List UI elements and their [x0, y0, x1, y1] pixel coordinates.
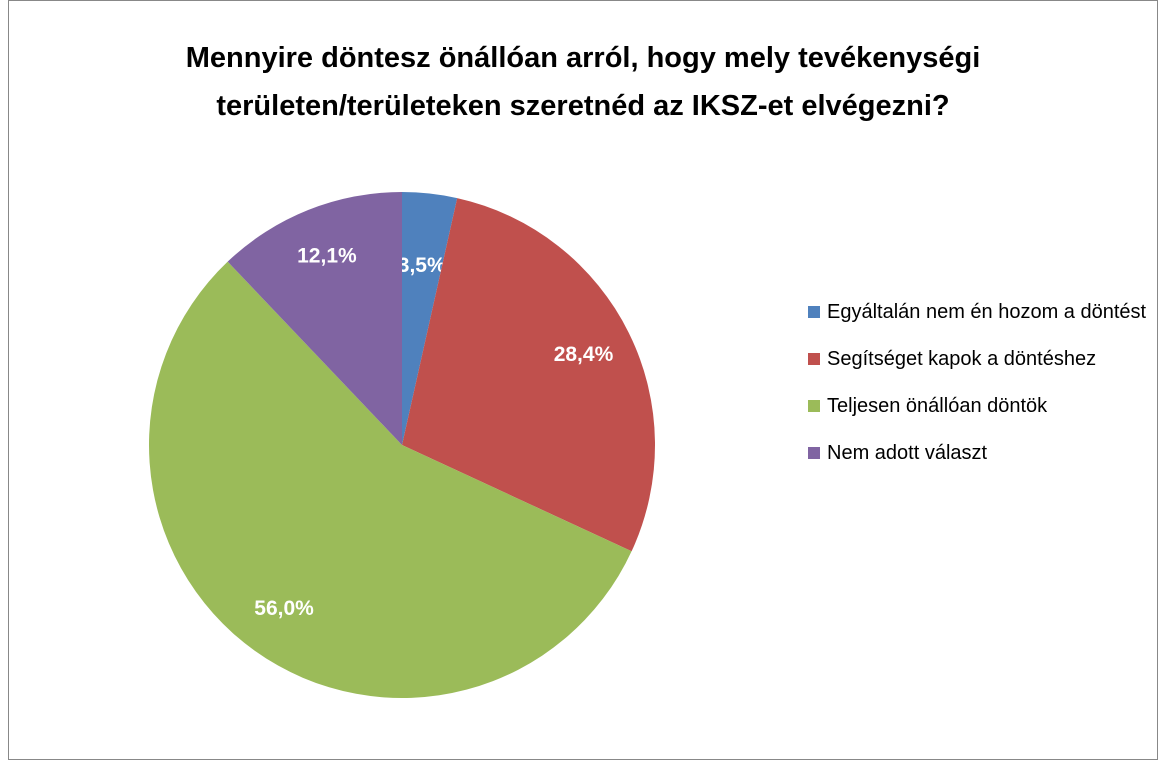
legend: Egyáltalán nem én hozom a döntést Segítsé… [808, 296, 1148, 484]
data-label: 28,4% [554, 343, 614, 366]
chart-frame [8, 0, 1158, 760]
legend-swatch [808, 400, 820, 412]
legend-item: Segítséget kapok a döntéshez [808, 343, 1148, 375]
pie-slice [149, 261, 632, 698]
legend-item: Nem adott választ [808, 437, 1148, 469]
legend-swatch [808, 447, 820, 459]
legend-item: Egyáltalán nem én hozom a döntést [808, 296, 1148, 328]
data-label: 56,0% [254, 597, 314, 620]
pie-slice [402, 198, 656, 552]
legend-swatch [808, 306, 820, 318]
chart-title: Mennyire döntesz önállóan arról, hogy me… [185, 42, 981, 122]
legend-label: Egyáltalán nem én hozom a döntést [827, 301, 1147, 323]
legend-label: Nem adott választ [827, 442, 988, 464]
pie-slice [227, 192, 402, 445]
data-label: 12,1% [297, 245, 357, 268]
legend-swatch [808, 353, 820, 365]
legend-label: Teljesen önállóan döntök [827, 395, 1048, 417]
legend-label: Segítséget kapok a döntéshez [827, 348, 1097, 370]
data-label: 3,5% [398, 254, 446, 277]
pie-slice [402, 192, 458, 445]
legend-item: Teljesen önállóan döntök [808, 390, 1148, 422]
